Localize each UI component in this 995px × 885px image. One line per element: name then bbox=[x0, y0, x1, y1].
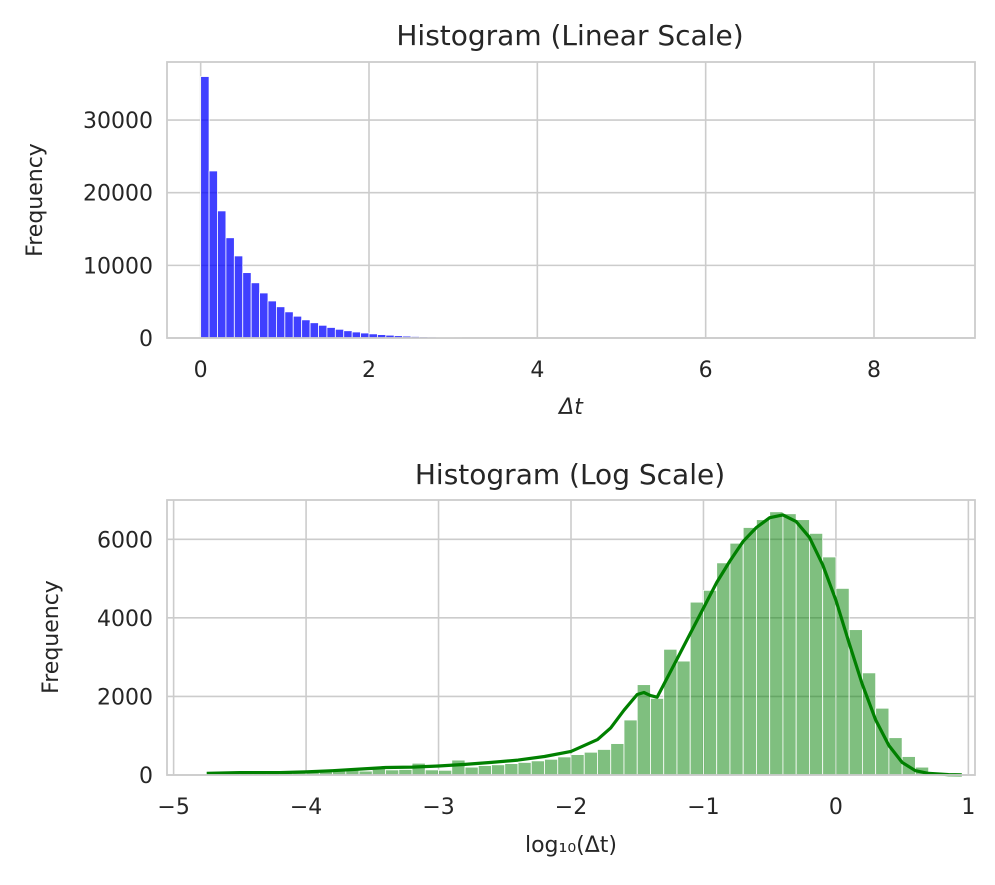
histogram-bar bbox=[225, 237, 235, 339]
histogram-bar bbox=[663, 648, 678, 776]
x-tick-label: 0 bbox=[194, 358, 208, 383]
histogram-bar bbox=[729, 542, 744, 776]
histogram-bar bbox=[544, 758, 559, 776]
x-tick-label: −1 bbox=[687, 795, 719, 820]
x-tick-label: 1 bbox=[961, 795, 975, 820]
linear-chart-x-ticks: 0 2 4 6 8 bbox=[194, 358, 881, 383]
histogram-bar bbox=[491, 764, 506, 776]
histogram-bar bbox=[326, 327, 336, 339]
histogram-bar bbox=[756, 519, 771, 776]
histogram-bar bbox=[200, 76, 210, 339]
histogram-bar bbox=[650, 697, 665, 776]
linear-chart-frame bbox=[166, 61, 976, 339]
y-tick-label: 0 bbox=[139, 764, 153, 789]
x-tick-label: 6 bbox=[699, 358, 713, 383]
log-chart-y-label: Frequency bbox=[39, 580, 64, 694]
log-chart: Histogram (Log Scale) −5 −4 −3 −2 −1 0 1 0 2000… bbox=[39, 458, 976, 858]
histogram-bar bbox=[276, 306, 286, 339]
histogram-bar bbox=[597, 749, 612, 776]
log-chart-bars bbox=[212, 511, 956, 776]
log-chart-title: Histogram (Log Scale) bbox=[415, 458, 725, 491]
x-tick-label: −2 bbox=[555, 795, 587, 820]
histogram-bar bbox=[583, 751, 598, 776]
histogram-bar bbox=[676, 660, 691, 776]
histogram-bar bbox=[795, 519, 810, 776]
x-tick-label: 4 bbox=[530, 358, 544, 383]
histogram-bar bbox=[451, 759, 466, 776]
histogram-bar bbox=[517, 762, 532, 776]
x-tick-label: −4 bbox=[290, 795, 322, 820]
y-tick-label: 30000 bbox=[83, 109, 153, 134]
linear-chart-bars bbox=[200, 76, 462, 339]
y-tick-label: 0 bbox=[139, 327, 153, 352]
histogram-bar bbox=[703, 589, 718, 776]
x-tick-label: −3 bbox=[422, 795, 454, 820]
histogram-bar bbox=[242, 272, 252, 339]
histogram-bar bbox=[233, 255, 244, 339]
histogram-bar bbox=[343, 330, 353, 339]
y-tick-label: 4000 bbox=[97, 607, 153, 632]
x-tick-label: 2 bbox=[362, 358, 376, 383]
x-tick-label: 0 bbox=[829, 795, 843, 820]
linear-chart: Histogram (Linear Scale) 0 2 4 6 8 0 10000 200… bbox=[23, 19, 976, 420]
histogram-bar bbox=[250, 282, 260, 339]
histogram-bar bbox=[504, 763, 519, 776]
histogram-bar bbox=[636, 684, 651, 776]
histogram-bar bbox=[822, 556, 837, 776]
histogram-bar bbox=[809, 532, 824, 776]
histogram-bar bbox=[259, 292, 269, 339]
linear-chart-title: Histogram (Linear Scale) bbox=[396, 19, 743, 52]
histogram-bar bbox=[301, 319, 311, 339]
histogram-bar bbox=[217, 210, 227, 339]
log-chart-y-ticks: 0 2000 4000 6000 bbox=[97, 528, 153, 789]
histogram-bar bbox=[267, 300, 277, 339]
histogram-bar bbox=[530, 760, 545, 776]
log-chart-kde-line bbox=[206, 513, 962, 777]
histogram-bar bbox=[351, 331, 361, 339]
histogram-bar bbox=[411, 762, 426, 776]
histogram-bar bbox=[742, 527, 757, 776]
histogram-bar bbox=[292, 315, 303, 339]
histogram-bar bbox=[284, 311, 294, 339]
y-tick-label: 6000 bbox=[97, 528, 153, 553]
log-chart-x-ticks: −5 −4 −3 −2 −1 0 1 bbox=[157, 795, 975, 820]
histogram-bar bbox=[309, 322, 319, 339]
histogram-bar bbox=[557, 756, 572, 776]
histogram-bar bbox=[716, 562, 731, 776]
log-chart-x-label: log₁₀(Δt) bbox=[525, 833, 617, 858]
histogram-bar bbox=[208, 170, 218, 339]
log-chart-frame bbox=[166, 499, 976, 776]
y-tick-label: 2000 bbox=[97, 685, 153, 710]
linear-chart-y-ticks: 0 10000 20000 30000 bbox=[83, 109, 153, 352]
y-tick-label: 10000 bbox=[83, 254, 153, 279]
histogram-bar bbox=[623, 719, 638, 776]
histogram-bar bbox=[334, 328, 345, 339]
x-tick-label: −5 bbox=[157, 795, 189, 820]
histogram-bar bbox=[477, 765, 492, 776]
linear-chart-grid bbox=[167, 62, 975, 339]
histogram-bar bbox=[782, 513, 797, 776]
histogram-bar bbox=[318, 324, 328, 339]
linear-chart-y-label: Frequency bbox=[23, 143, 48, 257]
x-tick-label: 8 bbox=[867, 358, 881, 383]
histogram-bar bbox=[570, 754, 585, 776]
linear-chart-x-label: Δt bbox=[557, 395, 584, 420]
histogram-bar bbox=[610, 743, 625, 776]
histogram-bar bbox=[769, 511, 784, 776]
y-tick-label: 20000 bbox=[83, 182, 153, 207]
histogram-bar bbox=[464, 766, 479, 776]
